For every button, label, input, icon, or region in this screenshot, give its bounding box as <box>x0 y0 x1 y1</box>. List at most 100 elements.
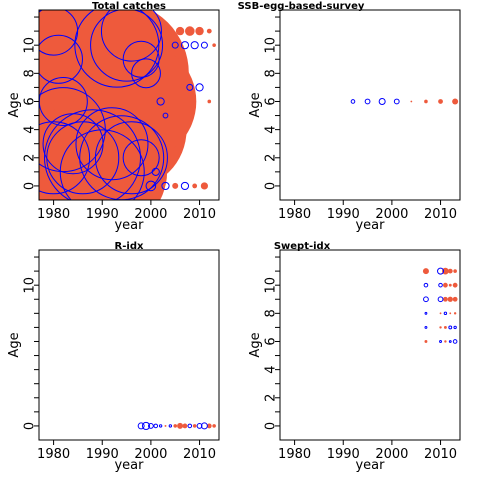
x-tick-label: 1990 <box>86 447 119 462</box>
y-tick-label: 4 <box>23 125 38 133</box>
negative-residual-bubble <box>437 296 444 303</box>
y-tick-label: 8 <box>264 69 279 77</box>
negative-residual-bubble <box>46 121 120 195</box>
y-tick-label: 10 <box>23 37 38 54</box>
positive-residual-bubble <box>195 26 204 36</box>
x-tick-label: 2000 <box>375 447 408 462</box>
negative-residual-bubble <box>39 34 83 84</box>
y-tick-label: 4 <box>264 125 279 133</box>
positive-residual-bubble <box>206 28 212 34</box>
positive-residual-bubble <box>443 282 448 288</box>
negative-residual-bubble <box>180 181 190 191</box>
x-axis-label: year <box>355 458 385 473</box>
x-tick-label: 2010 <box>183 207 216 222</box>
positive-residual-bubble <box>192 424 197 428</box>
panel-title: SSB-egg-based-survey <box>238 1 365 12</box>
negative-residual-bubble <box>195 83 204 92</box>
y-tick-label: 10 <box>23 277 38 294</box>
bubble-group <box>137 421 216 431</box>
panel-r-idx: R-idx year Age 1980 1990 2000 2010 0 10 <box>7 241 220 473</box>
y-tick-label: 4 <box>264 365 279 373</box>
negative-residual-bubble <box>158 424 163 428</box>
negative-residual-bubble <box>437 267 445 275</box>
negative-residual-bubble <box>424 311 428 315</box>
y-tick-label: 0 <box>264 422 279 430</box>
panel-title: R-idx <box>115 241 144 252</box>
negative-residual-bubble <box>200 41 208 49</box>
positive-residual-bubble <box>438 99 443 104</box>
positive-residual-bubble <box>212 43 216 47</box>
positive-residual-bubble <box>185 26 195 36</box>
negative-residual-bubble <box>423 296 429 303</box>
x-axis-label: year <box>355 218 385 233</box>
y-tick-label: 8 <box>264 309 279 317</box>
x-axis-label: year <box>114 218 144 233</box>
positive-residual-bubble <box>410 100 413 103</box>
positive-residual-bubble <box>173 424 178 428</box>
y-tick-label: 0 <box>23 422 38 430</box>
x-tick-label: 1980 <box>278 207 311 222</box>
positive-residual-bubble <box>207 99 212 104</box>
negative-residual-bubble <box>147 423 154 429</box>
negative-residual-bubble <box>94 121 168 195</box>
positive-residual-bubble <box>453 269 457 273</box>
negative-residual-bubble <box>424 325 428 329</box>
x-tick-label: 1980 <box>37 207 70 222</box>
y-tick-label: 0 <box>23 182 38 190</box>
y-tick-label: 8 <box>23 69 38 77</box>
y-tick-label: 2 <box>264 154 279 162</box>
negative-residual-bubble <box>443 311 448 316</box>
negative-residual-bubble <box>59 129 145 200</box>
negative-residual-bubble <box>378 97 386 105</box>
bubble-group <box>39 10 216 200</box>
negative-residual-bubble <box>137 422 145 430</box>
positive-residual-bubble <box>172 99 178 104</box>
negative-residual-bubble <box>168 424 173 428</box>
positive-residual-bubble <box>162 42 169 49</box>
negative-residual-bubble <box>145 180 157 192</box>
x-tick-label: 1980 <box>37 447 70 462</box>
positive-residual-bubble <box>443 296 448 302</box>
plot-frame <box>279 9 461 201</box>
positive-residual-bubble <box>172 182 179 189</box>
negative-residual-bubble <box>39 121 91 195</box>
x-tick-label: 2010 <box>424 207 457 222</box>
y-axis-label: Age <box>7 332 22 357</box>
bubble-group <box>422 267 458 344</box>
positive-residual-bubble <box>439 326 442 329</box>
y-tick-label: 2 <box>23 154 38 162</box>
plot-frame <box>38 249 220 441</box>
negative-residual-bubble <box>448 325 453 330</box>
positive-residual-bubble <box>452 98 459 105</box>
negative-residual-bubble <box>186 83 194 91</box>
x-tick-label: 1990 <box>327 447 360 462</box>
positive-residual-bubble <box>164 424 167 427</box>
y-axis-label: Age <box>248 92 263 117</box>
y-tick-label: 10 <box>264 37 279 54</box>
negative-residual-bubble <box>44 109 141 200</box>
panel-total-catches: Total catches year Age 1980 1990 2000 2010 0… <box>7 1 220 233</box>
y-axis-label: Age <box>248 332 263 357</box>
positive-residual-bubble <box>49 10 146 80</box>
positive-residual-bubble <box>192 183 198 189</box>
y-tick-label: 2 <box>264 394 279 402</box>
negative-residual-bubble <box>190 41 199 50</box>
positive-residual-bubble <box>439 312 442 315</box>
positive-residual-bubble <box>452 296 458 302</box>
negative-residual-bubble <box>393 98 400 105</box>
negative-residual-bubble <box>187 423 193 429</box>
negative-residual-bubble <box>438 282 443 288</box>
negative-residual-bubble <box>448 340 452 343</box>
x-tick-label: 1990 <box>327 207 360 222</box>
x-tick-label: 2000 <box>134 207 167 222</box>
negative-residual-bubble <box>122 40 160 78</box>
panel-title: Total catches <box>92 1 166 12</box>
negative-residual-bubble <box>39 10 79 56</box>
plot-frame <box>279 249 461 441</box>
positive-residual-bubble <box>447 268 453 274</box>
negative-residual-bubble <box>439 340 443 343</box>
negative-residual-bubble <box>156 97 165 106</box>
positive-residual-bubble <box>200 182 209 190</box>
negative-residual-bubble <box>131 58 161 89</box>
